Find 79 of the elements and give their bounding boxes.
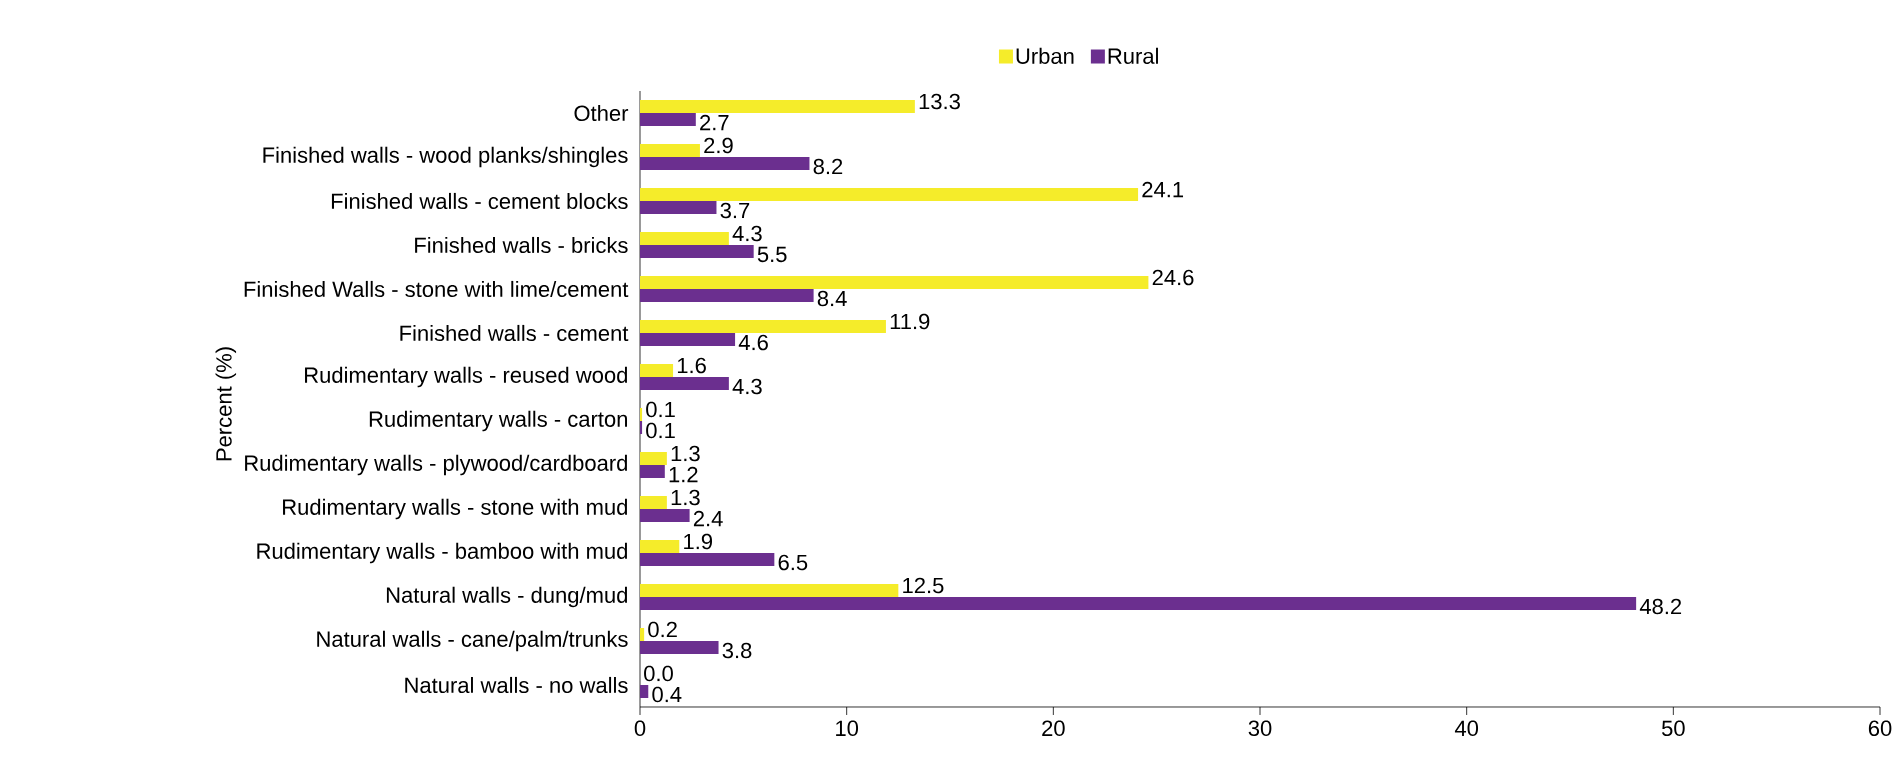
data-label: 24.1 [1142,181,1184,198]
bar [640,320,886,333]
bar [640,333,736,346]
x-tick-label: 50 [1661,720,1685,737]
y-tick-label: Finished walls - cement [400,324,629,342]
bar [640,685,649,698]
bar [640,187,1139,201]
bar [640,465,665,478]
data-label: 5.5 [757,246,787,263]
data-label: 8.2 [813,158,843,175]
data-label: 3.7 [720,202,750,219]
data-label: 3.8 [722,642,752,659]
bar [640,99,915,113]
y-tick-label: Rudimentary walls - plywood/cardboard [245,454,627,476]
data-label: 0.1 [646,422,675,439]
data-label: 12.5 [903,577,944,594]
x-tick-label: 10 [836,720,859,737]
data-label: 1.3 [671,489,700,506]
data-label: 0.4 [652,686,682,703]
bar [640,113,696,126]
x-tick-label: 40 [1454,720,1479,737]
data-label: 2.7 [700,114,729,131]
data-label: 4.3 [732,378,762,395]
x-tick-label: 30 [1248,720,1272,737]
bar [640,289,814,302]
y-tick-label: Finished walls - bricks [415,236,628,254]
data-label: 8.4 [817,290,847,307]
bar [640,509,690,522]
y-axis-title: Percent (%) [215,347,237,461]
legend-label: Rural [1108,47,1158,64]
data-label: 1.3 [671,445,700,462]
bar [640,540,680,553]
data-label: 2.9 [704,137,733,154]
y-tick-label: Finished walls - wood planks/shingles [263,146,628,168]
data-label: 0.0 [644,665,673,682]
data-label: 13.3 [919,93,960,110]
bar [640,143,700,157]
bar [640,641,719,654]
data-label: 1.2 [669,466,698,483]
data-label: 24.6 [1152,269,1194,286]
y-tick-label: Natural walls - dung/mud [386,586,627,608]
data-label: 4.6 [738,334,768,351]
data-label: 6.5 [778,554,808,571]
data-label: 4.3 [732,225,762,242]
bar [640,421,643,434]
data-label: 1.6 [677,357,706,374]
y-tick-label: Rudimentary walls - stone with mud [283,498,627,520]
data-label: 48.2 [1639,598,1682,615]
bar [640,201,717,214]
y-tick-label: Rudimentary walls - bamboo with mud [257,542,627,564]
y-tick-label: Other [574,104,629,122]
data-label: 0.1 [646,401,675,418]
y-tick-label: Rudimentary walls - carton [369,410,627,432]
bar [640,597,1637,610]
bar [640,232,729,245]
bar [640,245,754,258]
bar [640,496,667,509]
data-label: 0.2 [648,621,677,638]
y-tick-label: Finished walls - cement blocks [331,192,628,210]
bar [640,364,674,377]
bar [640,452,667,465]
bar [640,276,1149,289]
legend-label: Urban [1016,47,1074,64]
data-label: 1.9 [684,533,713,550]
x-tick-label: 20 [1042,720,1065,737]
data-label: 11.9 [890,313,930,330]
bar [640,408,643,421]
bar [640,553,775,566]
bar [640,628,645,641]
bar [640,377,729,390]
x-tick-label: 60 [1868,720,1892,737]
y-tick-label: Natural walls - no walls [405,676,628,694]
bar [640,157,810,170]
y-tick-label: Rudimentary walls - reused wood [305,366,627,388]
bar [640,584,899,597]
y-tick-label: Natural walls - cane/palm/trunks [317,630,628,652]
x-tick-label: 0 [634,720,646,737]
data-label: 2.4 [693,510,723,527]
y-tick-label: Finished Walls - stone with lime/cement [244,280,629,298]
